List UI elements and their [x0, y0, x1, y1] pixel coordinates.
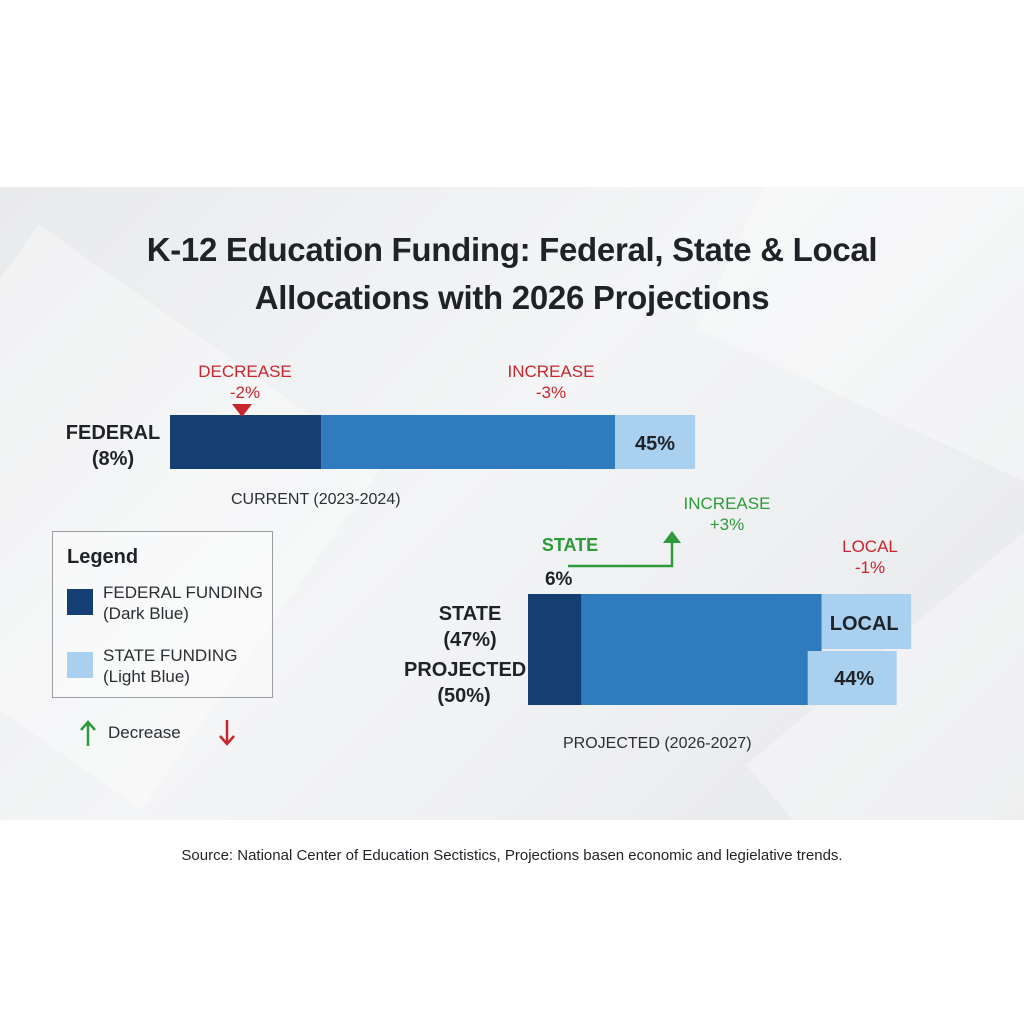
annotation-projected-increase: INCREASE +3% — [672, 493, 782, 535]
annotation-text-line: -2% — [229, 383, 261, 402]
bar-segment-label-projected-federal: 6% — [545, 569, 573, 590]
row-label-projected: PROJECTED (50%) — [404, 657, 527, 709]
bar-segment-projected-local-upper — [821, 594, 912, 649]
bar-segment-projected-federal — [528, 594, 582, 705]
increase-connector-line — [568, 540, 674, 568]
row-label-line: FEDERAL — [65, 422, 161, 444]
row-label-line: (8%) — [91, 448, 135, 470]
legend-arrow-label: Decrease — [108, 723, 181, 742]
decrease-marker-icon — [232, 404, 252, 417]
bar-segment-current-local — [615, 415, 696, 469]
legend-item-line: (Dark Blue) — [103, 604, 189, 623]
chart-title-line-2: Allocations with 2026 Projections — [254, 279, 770, 316]
source-note: Source: National Center of Education Sec… — [181, 847, 843, 864]
chart-title-line-1: K-12 Education Funding: Federal, State &… — [146, 231, 878, 268]
annotation-current-federal-change: DECREASE -2% — [185, 361, 305, 403]
bar-segment-projected-state — [581, 594, 822, 705]
legend-item-line: FEDERAL FUNDING — [103, 583, 263, 602]
annotation-projected-state-label: STATE — [541, 535, 599, 555]
arrow-up-icon — [80, 720, 96, 746]
bar-segment-current-federal — [170, 415, 322, 469]
row-label-federal: FEDERAL (8%) — [60, 420, 166, 472]
chart-background-panel — [0, 187, 1024, 820]
legend-swatch-state — [67, 652, 93, 678]
row-label-state: STATE (47%) — [420, 601, 520, 653]
annotation-text-line: -1% — [854, 558, 886, 577]
annotation-text-line: DECREASE — [198, 362, 292, 381]
legend-item-line: (Light Blue) — [103, 667, 190, 686]
legend-title: Legend — [67, 546, 139, 568]
annotation-text-line: +3% — [709, 515, 745, 534]
annotation-text-line: INCREASE — [683, 494, 771, 513]
bar-segment-projected-local-lower — [807, 651, 897, 705]
bar-segment-label-current-local: 45% — [635, 433, 675, 455]
chart-title: K-12 Education Funding: Federal, State &… — [60, 226, 964, 322]
row-label-line: (47%) — [443, 629, 497, 651]
legend-swatch-federal — [67, 589, 93, 615]
row-label-line: (50%) — [437, 685, 491, 707]
annotation-projected-local-change: LOCAL -1% — [820, 536, 920, 578]
legend-item-federal: FEDERAL FUNDING (Dark Blue) — [103, 582, 263, 624]
legend: Legend FEDERAL FUNDING (Dark Blue) STATE… — [52, 531, 273, 698]
bar-segment-label-projected-local: LOCAL — [830, 613, 899, 635]
bar-segment-current-state — [321, 415, 615, 469]
annotation-text-line: LOCAL — [842, 537, 898, 556]
legend-item-state: STATE FUNDING (Light Blue) — [103, 645, 237, 687]
row-label-line: PROJECTED — [404, 659, 527, 681]
annotation-text-line: -3% — [535, 383, 567, 402]
legend-item-line: STATE FUNDING — [103, 646, 238, 665]
annotation-current-state-change: INCREASE -3% — [491, 361, 611, 403]
bar-caption-projected: PROJECTED (2026-2027) — [563, 735, 752, 752]
bar-segment-label-projected-local-value: 44% — [834, 668, 874, 690]
row-label-line: STATE — [438, 603, 502, 625]
annotation-text-line: INCREASE — [507, 362, 595, 381]
increase-arrow-icon — [663, 531, 681, 543]
bar-caption-current: CURRENT (2023-2024) — [231, 491, 401, 508]
arrow-down-icon — [219, 720, 235, 746]
